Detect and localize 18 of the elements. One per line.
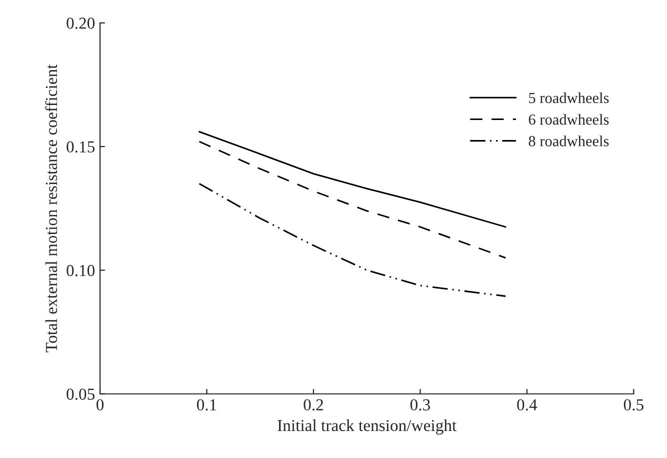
line-series [198, 182, 506, 297]
x-tick-label: 0.4 [517, 399, 538, 411]
x-tick-label: 0.3 [410, 399, 430, 411]
y-tick-label: 0.15 [66, 141, 95, 153]
x-tick-label: 0 [96, 399, 104, 410]
x-tick-label: 0.1 [196, 399, 216, 411]
legend-label: 8 roadwheels [528, 136, 609, 146]
x-tick-label: 0.2 [304, 399, 323, 411]
y-tick-label: 0.10 [66, 264, 95, 276]
y-tick-label: 0.05 [66, 388, 95, 400]
x-axis-title: Initial track tension/weight [278, 419, 457, 435]
y-tick-label: 0.20 [66, 18, 95, 29]
legend-label: 5 roadwheels [529, 92, 609, 104]
x-tick-label: 0.5 [624, 399, 644, 411]
y-axis-title: Total external motion resistance coefficient [45, 64, 58, 352]
line-series [198, 140, 506, 259]
line-series [198, 130, 506, 228]
legend-label: 6 roadwheels [528, 114, 609, 125]
